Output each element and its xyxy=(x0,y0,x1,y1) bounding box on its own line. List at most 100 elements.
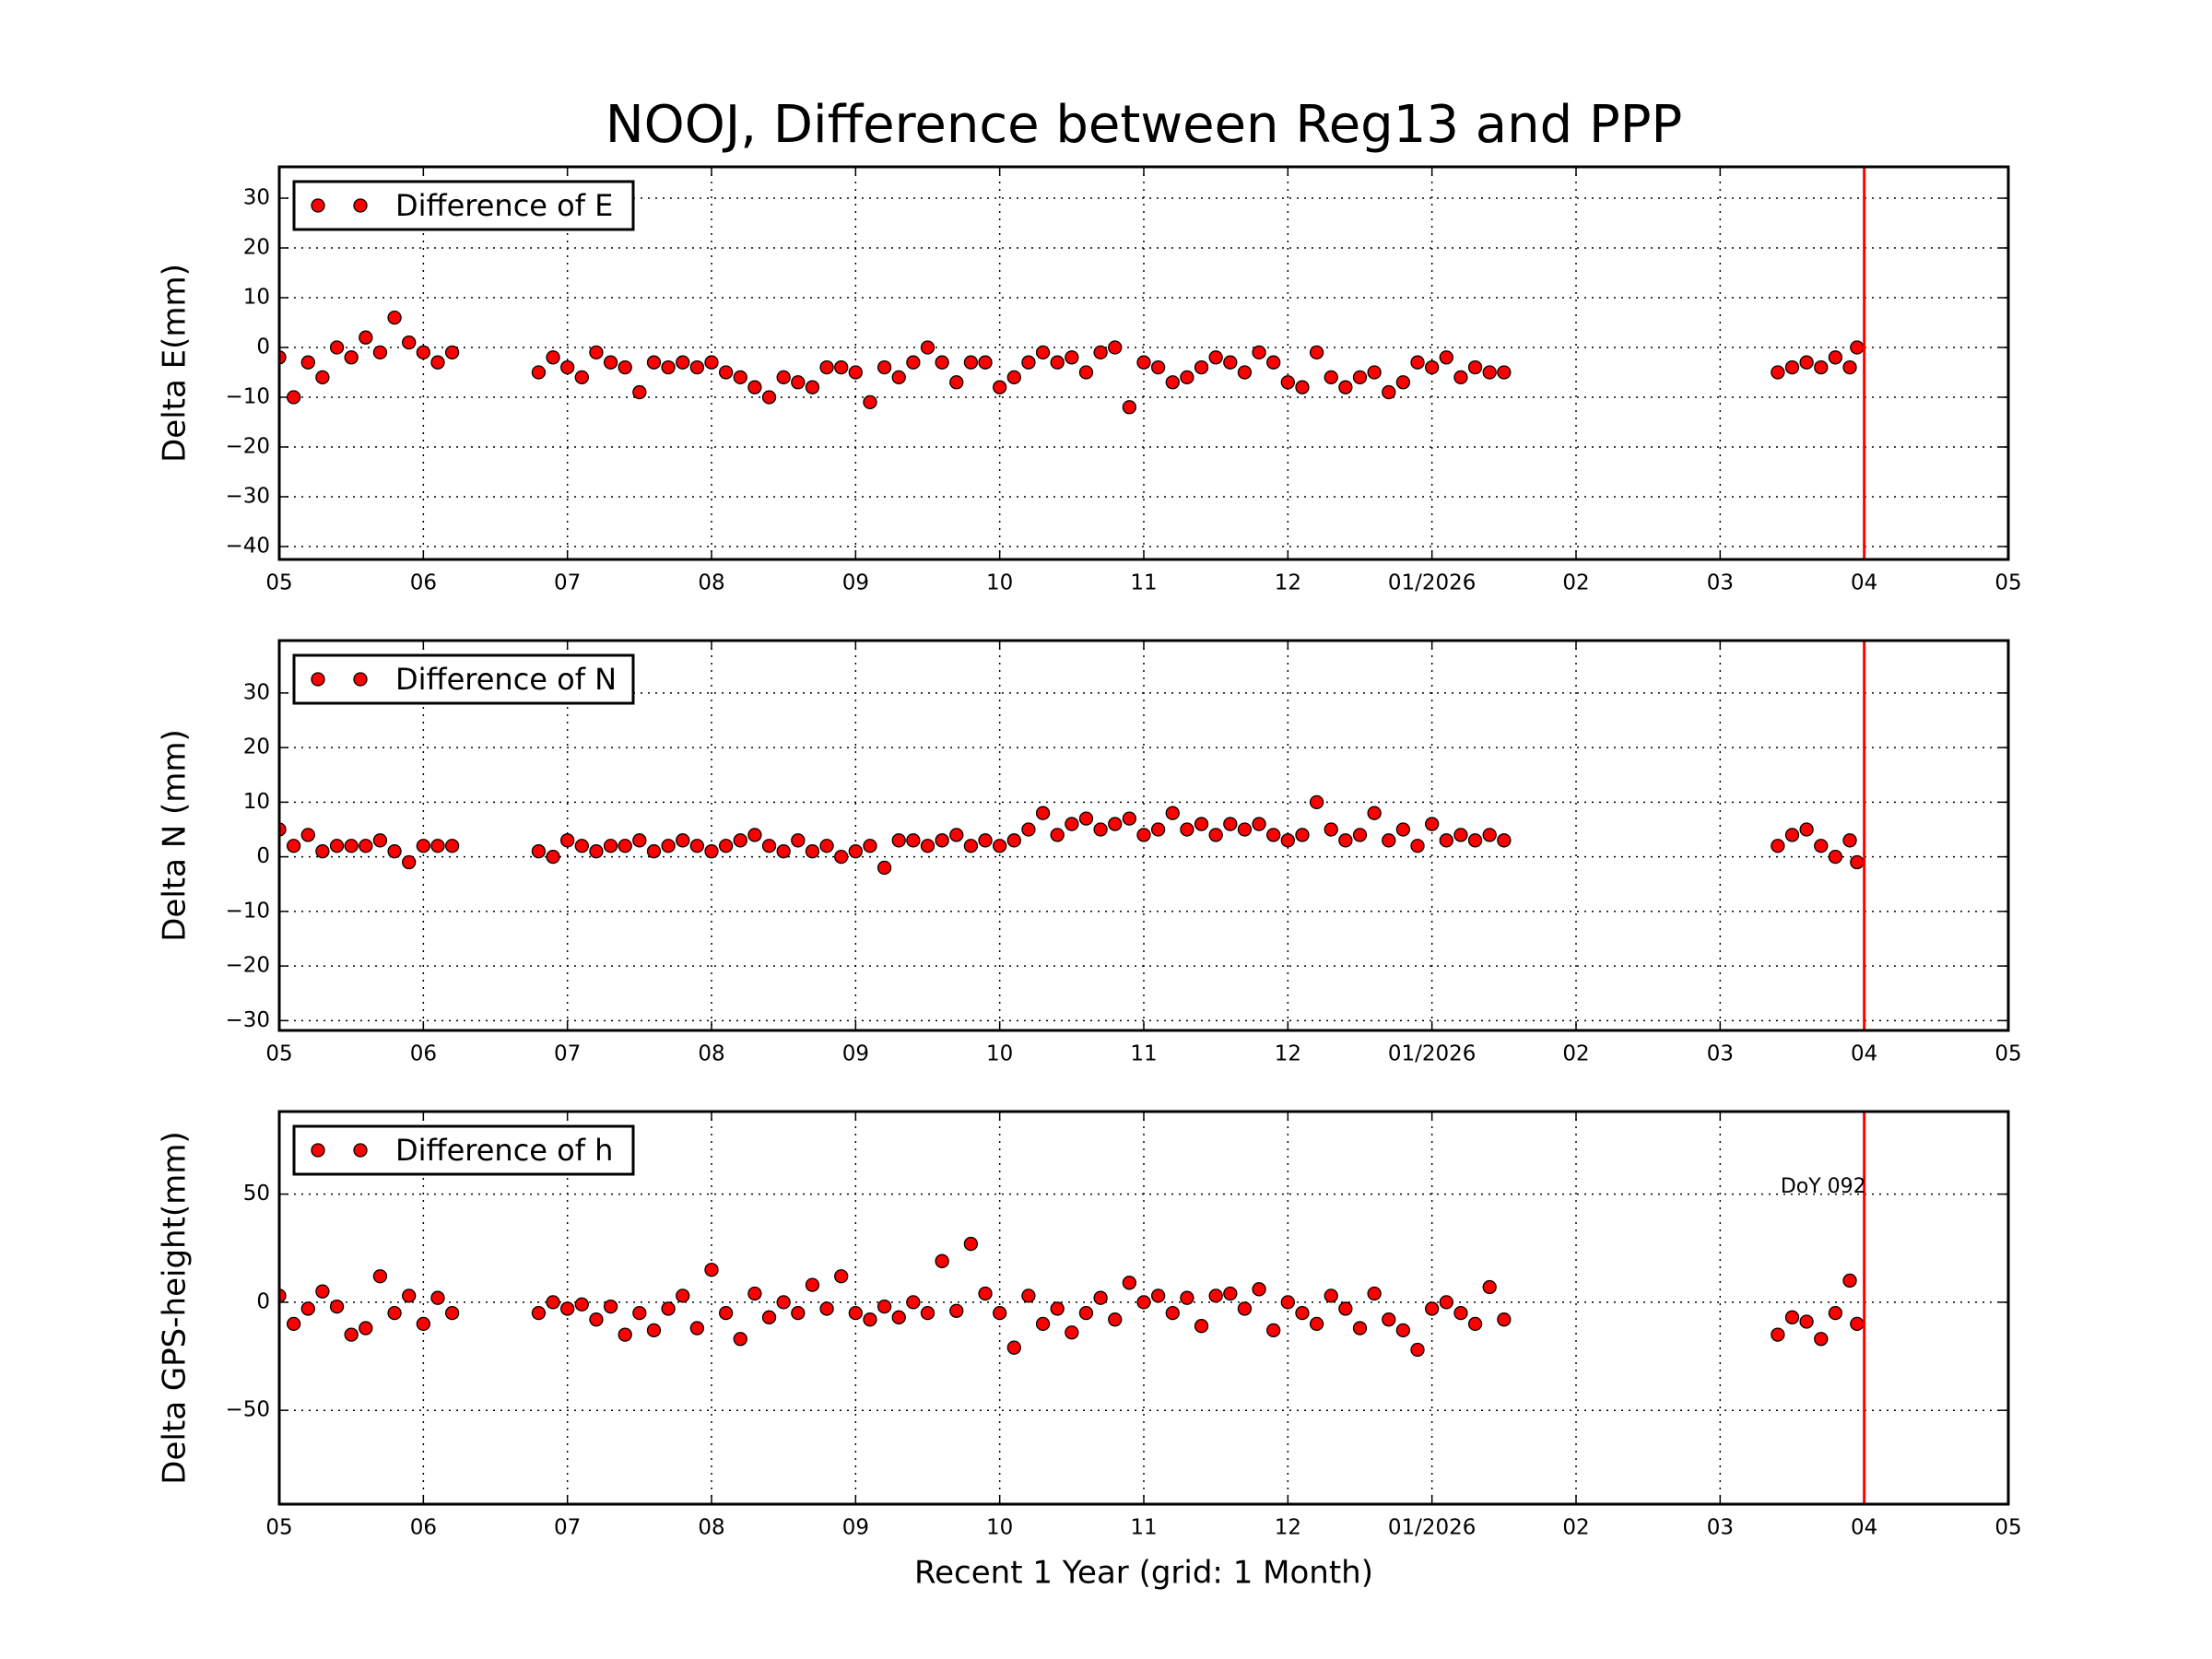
data-point xyxy=(834,1269,849,1284)
data-point xyxy=(834,359,849,375)
data-point xyxy=(891,833,906,848)
data-point xyxy=(329,1299,345,1314)
data-point xyxy=(560,359,575,375)
data-point xyxy=(1842,359,1857,375)
data-point xyxy=(1799,355,1814,370)
data-point xyxy=(1497,1312,1512,1327)
x-tick-label: 06 xyxy=(410,571,437,595)
data-point xyxy=(1093,345,1108,360)
data-point xyxy=(661,839,676,853)
x-tick-label: 04 xyxy=(1851,571,1877,595)
data-point xyxy=(863,1312,877,1327)
data-point xyxy=(1467,359,1483,375)
data-point xyxy=(1482,828,1497,842)
data-point xyxy=(689,839,705,853)
data-point xyxy=(963,355,979,370)
data-point xyxy=(1078,811,1094,826)
data-point xyxy=(1035,1316,1051,1332)
data-point xyxy=(416,839,430,853)
data-point xyxy=(359,330,373,345)
data-point xyxy=(1108,817,1123,831)
x-tick-label: 02 xyxy=(1562,1042,1589,1066)
data-point xyxy=(1136,828,1151,842)
data-point xyxy=(574,1297,589,1312)
data-point xyxy=(344,1327,359,1342)
data-point xyxy=(1266,355,1281,370)
data-point xyxy=(1165,1305,1180,1321)
x-tick-label: 10 xyxy=(986,1516,1013,1540)
data-point xyxy=(1035,345,1051,360)
data-point xyxy=(1295,1305,1310,1321)
data-point xyxy=(1252,345,1266,360)
data-point xyxy=(1280,375,1295,390)
data-point xyxy=(1799,1314,1814,1329)
data-point xyxy=(733,370,747,385)
data-point xyxy=(863,394,877,410)
x-tick-label: 02 xyxy=(1562,1516,1589,1540)
data-point xyxy=(402,335,417,350)
data-point xyxy=(372,345,388,360)
x-tick-label: 10 xyxy=(986,1042,1013,1066)
x-tick-label: 12 xyxy=(1275,1516,1301,1540)
data-point xyxy=(444,1305,460,1321)
data-point xyxy=(546,849,560,865)
figure-title: NOOJ, Difference between Reg13 and PPP xyxy=(606,95,1683,155)
x-tick-label: 07 xyxy=(554,1042,581,1066)
data-point xyxy=(1035,806,1051,820)
data-point xyxy=(920,839,935,853)
legend-label: Difference of h xyxy=(395,1133,613,1168)
data-point xyxy=(1828,849,1843,865)
data-point xyxy=(1828,350,1843,365)
legend-box xyxy=(292,1124,635,1176)
data-point xyxy=(704,1263,719,1277)
data-point xyxy=(1280,1295,1295,1310)
data-point xyxy=(676,833,690,848)
data-point xyxy=(1467,833,1483,848)
data-point xyxy=(1208,828,1223,842)
data-point xyxy=(1425,817,1440,831)
data-point xyxy=(1237,365,1253,380)
x-tick-label: 11 xyxy=(1130,1042,1157,1066)
axes-frame xyxy=(277,165,2010,561)
data-point xyxy=(1338,380,1353,394)
data-point xyxy=(300,828,315,842)
x-tick-label: 12 xyxy=(1275,1042,1301,1066)
data-point xyxy=(1850,1316,1865,1332)
data-point xyxy=(848,365,863,380)
y-tick-label: −10 xyxy=(225,384,270,408)
data-point xyxy=(646,844,662,859)
data-point xyxy=(1078,365,1094,380)
x-tick-label: 08 xyxy=(698,1042,724,1066)
annotation: DoY 092 xyxy=(1781,1175,1866,1198)
data-point xyxy=(993,380,1007,394)
x-tick-label: 04 xyxy=(1851,1516,1877,1540)
data-point xyxy=(848,844,863,859)
data-point xyxy=(603,839,618,853)
data-point xyxy=(776,1295,791,1310)
data-point xyxy=(1850,340,1865,355)
data-point xyxy=(402,1288,417,1303)
data-point xyxy=(1410,355,1425,370)
x-tick-label: 10 xyxy=(986,571,1013,595)
data-point xyxy=(791,375,806,390)
data-point xyxy=(444,839,460,853)
x-tick-label: 05 xyxy=(1994,1516,2021,1540)
data-point xyxy=(1799,822,1814,837)
x-tick-label: 05 xyxy=(265,1516,292,1540)
data-point xyxy=(761,390,777,405)
data-point xyxy=(1093,822,1108,837)
y-tick-label: 30 xyxy=(243,186,270,210)
data-point xyxy=(819,839,834,853)
data-point xyxy=(402,854,417,870)
data-point xyxy=(805,1277,820,1292)
y-tick-label: 0 xyxy=(256,844,270,868)
data-point xyxy=(718,365,734,380)
data-point xyxy=(689,1321,705,1335)
data-point xyxy=(935,833,949,848)
data-point xyxy=(1367,1286,1382,1301)
data-point xyxy=(877,359,892,375)
data-point xyxy=(531,365,547,380)
data-point xyxy=(1050,828,1065,842)
data-point xyxy=(1395,822,1411,837)
data-point xyxy=(1367,365,1382,380)
